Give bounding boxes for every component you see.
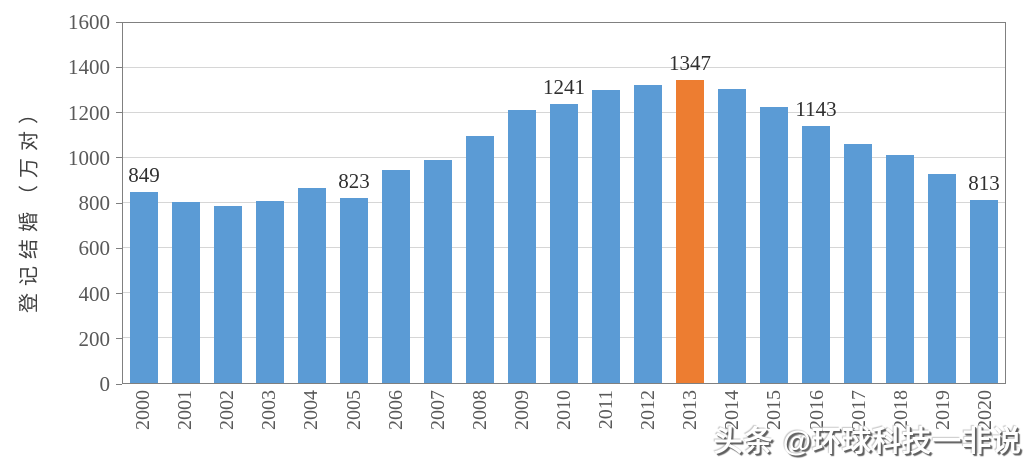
bar-slot-2018 [879, 23, 921, 383]
x-tick-label-2004: 2004 [300, 390, 323, 430]
x-tick-label-2011: 2011 [595, 390, 618, 430]
plot-area: 849 823 1241 1347 1143 813 [122, 22, 1006, 384]
y-tick-label: 800 [78, 191, 111, 215]
bar-slot-2013: 1347 [669, 23, 711, 383]
x-tick-slot: 2013 [669, 390, 711, 456]
y-tick-mark [116, 247, 122, 249]
y-tick-mark [116, 202, 122, 204]
bar [759, 107, 789, 383]
y-tick-label: 1200 [68, 100, 110, 125]
bar [171, 201, 201, 383]
x-tick-label-2008: 2008 [468, 390, 491, 430]
data-label-2005: 823 [338, 168, 370, 193]
y-tick-mark [116, 21, 122, 23]
y-tick-mark [116, 66, 122, 68]
x-tick-label-2002: 2002 [216, 390, 239, 430]
y-tick-label: 1000 [68, 145, 110, 170]
x-tick-slot: 2007 [417, 390, 459, 456]
bar-highlighted [675, 79, 705, 383]
bar-slot-2017 [837, 23, 879, 383]
x-tick-slot: 2004 [290, 390, 332, 456]
bar-slot-2008 [459, 23, 501, 383]
y-tick-label: 400 [78, 281, 111, 306]
bar [885, 154, 915, 383]
x-tick-slot: 2012 [627, 390, 669, 456]
x-tick-slot: 2002 [206, 390, 248, 456]
x-tick-label-2012: 2012 [637, 390, 660, 430]
bar-slot-2014 [711, 23, 753, 383]
data-label-2010: 1241 [543, 74, 585, 99]
y-tick-label: 1400 [68, 55, 110, 80]
y-tick-mark [116, 338, 122, 340]
x-tick-label-2001: 2001 [174, 390, 197, 430]
bar-slot-2019 [921, 23, 963, 383]
bar [339, 197, 369, 383]
data-label-2016: 1143 [795, 96, 837, 121]
data-label-2000: 849 [128, 162, 160, 187]
bar [633, 85, 663, 383]
bar [129, 191, 159, 383]
y-tick-label: 200 [78, 326, 111, 351]
bar-slot-2009 [501, 23, 543, 383]
x-tick-slot: 2000 [122, 390, 164, 456]
bar-slot-2015 [753, 23, 795, 383]
bar-slot-2001 [165, 23, 207, 383]
bar [801, 125, 831, 383]
data-label-2020: 813 [968, 171, 1000, 196]
bar-slot-2006 [375, 23, 417, 383]
x-tick-label-2009: 2009 [510, 390, 533, 430]
y-tick-label: 600 [78, 236, 111, 261]
bar-slot-2004 [291, 23, 333, 383]
gridline [123, 67, 1005, 68]
x-tick-slot: 2006 [375, 390, 417, 456]
bar [549, 103, 579, 383]
bar [465, 135, 495, 383]
bar-slot-2020: 813 [963, 23, 1005, 383]
y-tick-mark [116, 157, 122, 159]
bar [255, 200, 285, 383]
x-tick-slot: 2003 [248, 390, 290, 456]
x-tick-label-2007: 2007 [426, 390, 449, 430]
bar-slot-2000: 849 [123, 23, 165, 383]
bar-slot-2011 [585, 23, 627, 383]
bar-series: 849 823 1241 1347 1143 813 [123, 23, 1005, 383]
y-tick-label: 0 [99, 372, 111, 396]
bar-slot-2010: 1241 [543, 23, 585, 383]
x-tick-label-2013: 2013 [679, 390, 702, 430]
x-tick-label-2000: 2000 [132, 390, 155, 430]
bar-slot-2005: 823 [333, 23, 375, 383]
bar [717, 88, 747, 383]
x-tick-slot: 2009 [501, 390, 543, 456]
watermark-text: 头条 @环球科技一非说 [713, 426, 1022, 458]
bar [423, 160, 453, 383]
bar [591, 90, 621, 383]
data-label-2013: 1347 [669, 50, 711, 75]
x-tick-slot: 2010 [543, 390, 585, 456]
x-tick-slot: 2008 [459, 390, 501, 456]
bar-slot-2002 [207, 23, 249, 383]
x-tick-slot: 2011 [585, 390, 627, 456]
bar-slot-2007 [417, 23, 459, 383]
x-tick-slot: 2005 [332, 390, 374, 456]
bar-slot-2012 [627, 23, 669, 383]
bar [297, 187, 327, 383]
x-tick-label-2003: 2003 [258, 390, 281, 430]
bar [969, 200, 999, 383]
bar [843, 143, 873, 383]
x-tick-slot: 2001 [164, 390, 206, 456]
bar [507, 110, 537, 383]
bar [927, 174, 957, 383]
y-tick-mark [116, 293, 122, 294]
y-tick-label: 1600 [68, 10, 110, 34]
y-tick-mark [116, 112, 122, 113]
x-tick-label-2010: 2010 [552, 390, 575, 430]
bar [381, 170, 411, 383]
bar-slot-2016: 1143 [795, 23, 837, 383]
bar [213, 206, 243, 383]
bar-slot-2003 [249, 23, 291, 383]
x-tick-label-2006: 2006 [384, 390, 407, 430]
y-tick-mark [116, 383, 122, 385]
x-tick-label-2005: 2005 [342, 390, 365, 430]
